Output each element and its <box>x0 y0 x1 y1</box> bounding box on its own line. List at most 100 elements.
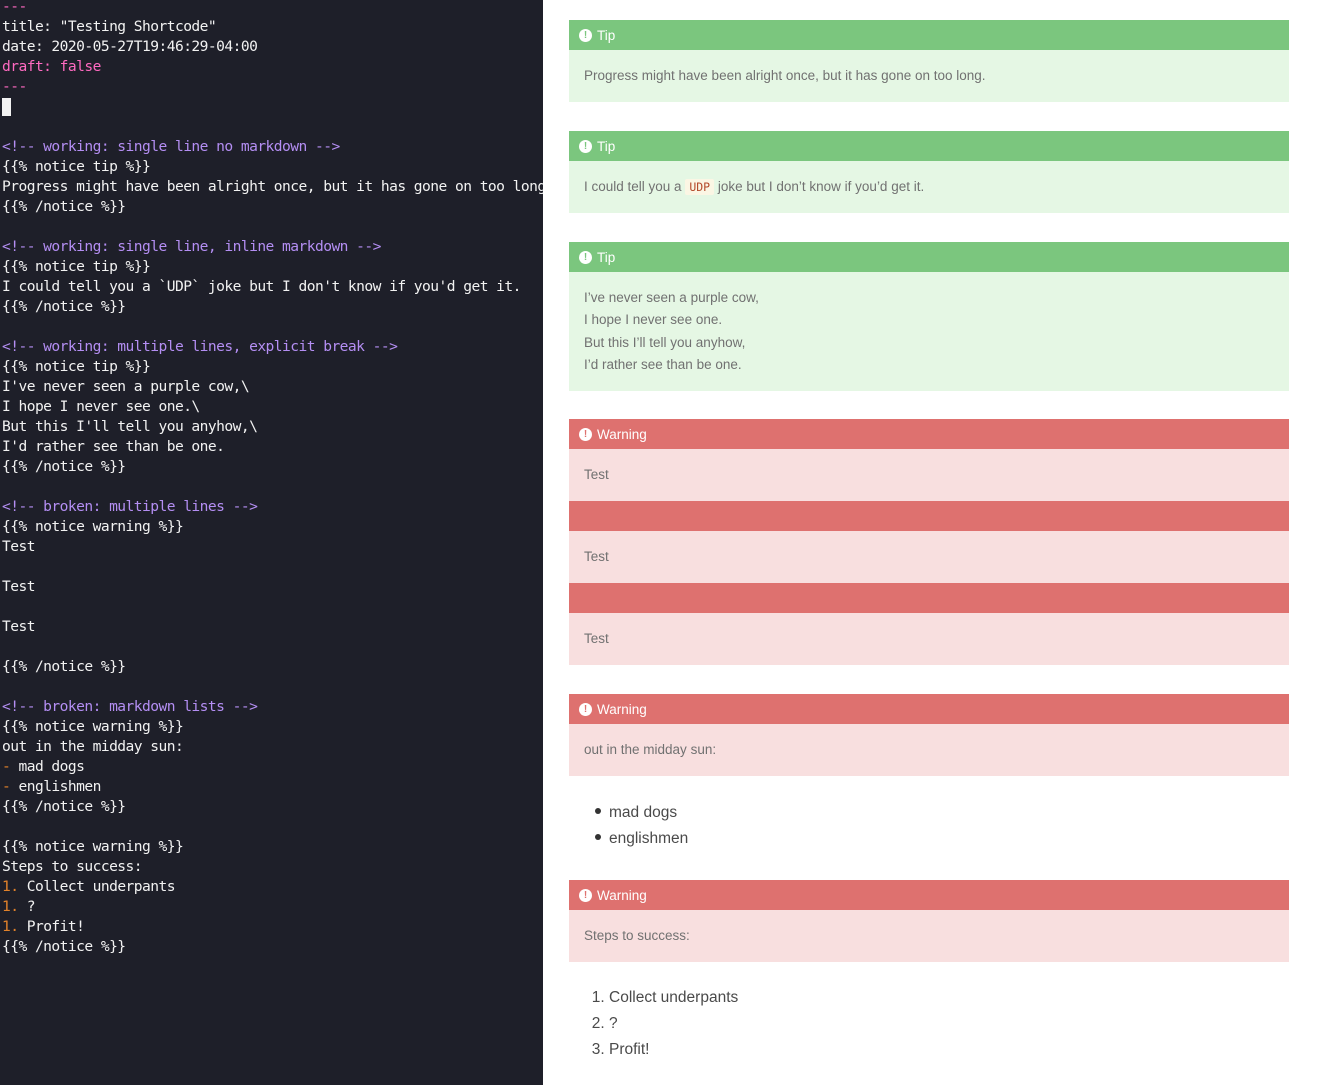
editor-line-text: Test <box>2 618 36 635</box>
editor-line-text: {{% /notice %}} <box>2 198 126 215</box>
editor-line[interactable]: Test <box>2 577 36 597</box>
editor-line[interactable]: --- <box>2 0 27 17</box>
notice-text: Test <box>584 630 609 646</box>
editor-line[interactable] <box>2 97 11 117</box>
editor-line-text: <!-- working: single line no markdown --… <box>2 138 340 155</box>
editor-line[interactable]: - englishmen <box>2 777 101 797</box>
editor-line[interactable]: {{% /notice %}} <box>2 457 126 477</box>
warning-notice: ! Warning Steps to success: <box>569 880 1289 962</box>
rendered-preview: ! Tip Progress might have been alright o… <box>543 0 1325 1085</box>
editor-line[interactable]: --- <box>2 77 27 97</box>
list-marker: 1. <box>2 898 27 915</box>
editor-line[interactable]: {{% notice warning %}} <box>2 717 184 737</box>
editor-line[interactable]: {{% notice tip %}} <box>2 357 151 377</box>
editor-line-text: I hope I never see one.\ <box>2 398 200 415</box>
poem-line: But this I’ll tell you anyhow, <box>584 334 746 350</box>
poem-line: I’ve never seen a purple cow, <box>584 289 759 305</box>
inline-code: UDP <box>685 178 715 195</box>
editor-line-text: out in the midday sun: <box>2 738 184 755</box>
notice-header: ! Tip <box>569 242 1289 272</box>
tip-notice: ! Tip Progress might have been alright o… <box>569 20 1289 102</box>
editor-line-text: <!-- broken: markdown lists --> <box>2 698 258 715</box>
exclamation-icon: ! <box>579 702 592 716</box>
editor-line-text: Profit! <box>26 918 85 935</box>
editor-line[interactable]: draft: false <box>2 57 101 77</box>
list-item: Collect underpants <box>609 985 738 1011</box>
editor-line[interactable]: Test <box>2 617 36 637</box>
editor-line-text: I've never seen a purple cow,\ <box>2 378 250 395</box>
editor-line[interactable]: {{% /notice %}} <box>2 937 126 957</box>
notice-text: Steps to success: <box>584 927 690 943</box>
editor-line[interactable]: {{% notice warning %}} <box>2 837 184 857</box>
editor-line[interactable]: Steps to success: <box>2 857 143 877</box>
editor-line-text: title: "Testing Shortcode" <box>2 18 217 35</box>
editor-line-text: --- <box>2 0 27 15</box>
notice-title: Warning <box>597 701 647 717</box>
editor-line[interactable]: {{% notice warning %}} <box>2 517 184 537</box>
warning-notice: ! Warning Test Test Test <box>569 419 1289 665</box>
notice-header: ! Warning <box>569 880 1289 910</box>
editor-line[interactable]: But this I'll tell you anyhow,\ <box>2 417 258 437</box>
editor-line-text: I could tell you a `UDP` joke but I don'… <box>2 278 521 295</box>
editor-line[interactable]: Test <box>2 537 36 557</box>
editor-line-text: {{% /notice %}} <box>2 458 126 475</box>
editor-line[interactable]: <!-- working: multiple lines, explicit b… <box>2 337 398 357</box>
editor-line-text: Progress might have been alright once, b… <box>2 178 543 195</box>
exclamation-icon: ! <box>579 888 592 902</box>
editor-line-text: {{% notice tip %}} <box>2 258 151 275</box>
editor-line-text: mad dogs <box>18 758 85 775</box>
list-item: englishmen <box>609 826 688 852</box>
notice-text: out in the midday sun: <box>584 741 717 757</box>
editor-line-text: {{% /notice %}} <box>2 658 126 675</box>
editor-line[interactable]: I'd rather see than be one. <box>2 437 225 457</box>
notice-body: Test <box>569 449 1289 501</box>
notice-body: I could tell you a UDP joke but I don’t … <box>569 161 1289 213</box>
editor-line[interactable]: - mad dogs <box>2 757 85 777</box>
notice-text: Progress might have been alright once, b… <box>584 67 986 83</box>
editor-line-text: {{% /notice %}} <box>2 938 126 955</box>
editor-line[interactable]: {{% /notice %}} <box>2 297 126 317</box>
editor-line-text: {{% notice tip %}} <box>2 158 151 175</box>
editor-line-text: <!-- working: multiple lines, explicit b… <box>2 338 398 355</box>
notice-title: Tip <box>597 27 616 43</box>
editor-line[interactable]: I've never seen a purple cow,\ <box>2 377 250 397</box>
editor-line-text: <!-- working: single line, inline markdo… <box>2 238 381 255</box>
editor-line[interactable]: Progress might have been alright once, b… <box>2 177 543 197</box>
list-marker: 1. <box>2 878 27 895</box>
editor-line[interactable]: <!-- broken: multiple lines --> <box>2 497 258 517</box>
notice-body: out in the midday sun: <box>569 724 1289 776</box>
editor-line[interactable]: out in the midday sun: <box>2 737 184 757</box>
editor-line-text: <!-- broken: multiple lines --> <box>2 498 258 515</box>
editor-line[interactable]: {{% /notice %}} <box>2 657 126 677</box>
editor-line[interactable]: 1. Collect underpants <box>2 877 176 897</box>
editor-line[interactable]: {{% notice tip %}} <box>2 157 151 177</box>
editor-line[interactable]: 1. Profit! <box>2 917 85 937</box>
editor-line[interactable]: <!-- broken: markdown lists --> <box>2 697 258 717</box>
editor-line[interactable]: date: 2020-05-27T19:46:29-04:00 <box>2 37 258 57</box>
editor-line-text: Steps to success: <box>2 858 143 875</box>
notice-text: I could tell you a UDP joke but I don’t … <box>584 178 925 195</box>
editor-line-text: But this I'll tell you anyhow,\ <box>2 418 258 435</box>
editor-line[interactable]: {{% notice tip %}} <box>2 257 151 277</box>
exclamation-icon: ! <box>579 28 592 42</box>
tip-notice: ! Tip I could tell you a UDP joke but I … <box>569 131 1289 213</box>
editor-line[interactable]: {{% /notice %}} <box>2 197 126 217</box>
editor-line[interactable]: 1. ? <box>2 897 36 917</box>
markdown-editor[interactable]: --- title: "Testing Shortcode" date: 2020-… <box>0 0 543 1085</box>
list-marker: 1. <box>2 918 27 935</box>
editor-line[interactable]: <!-- working: single line, inline markdo… <box>2 237 381 257</box>
editor-line[interactable]: title: "Testing Shortcode" <box>2 17 217 37</box>
editor-line[interactable]: {{% /notice %}} <box>2 797 126 817</box>
editor-line-text: Collect underpants <box>26 878 176 895</box>
notice-body: Test <box>569 531 1289 583</box>
editor-line-text: I'd rather see than be one. <box>2 438 225 455</box>
notice-body: Steps to success: <box>569 910 1289 962</box>
notice-header: ! Tip <box>569 131 1289 161</box>
notice-header: ! Warning <box>569 419 1289 449</box>
editor-line[interactable]: I could tell you a `UDP` joke but I don'… <box>2 277 521 297</box>
notice-body: Progress might have been alright once, b… <box>569 50 1289 102</box>
editor-line[interactable]: I hope I never see one.\ <box>2 397 200 417</box>
tip-notice: ! Tip I’ve never seen a purple cow, I ho… <box>569 242 1289 391</box>
list-item: Profit! <box>609 1037 738 1063</box>
editor-line[interactable]: <!-- working: single line no markdown --… <box>2 137 340 157</box>
